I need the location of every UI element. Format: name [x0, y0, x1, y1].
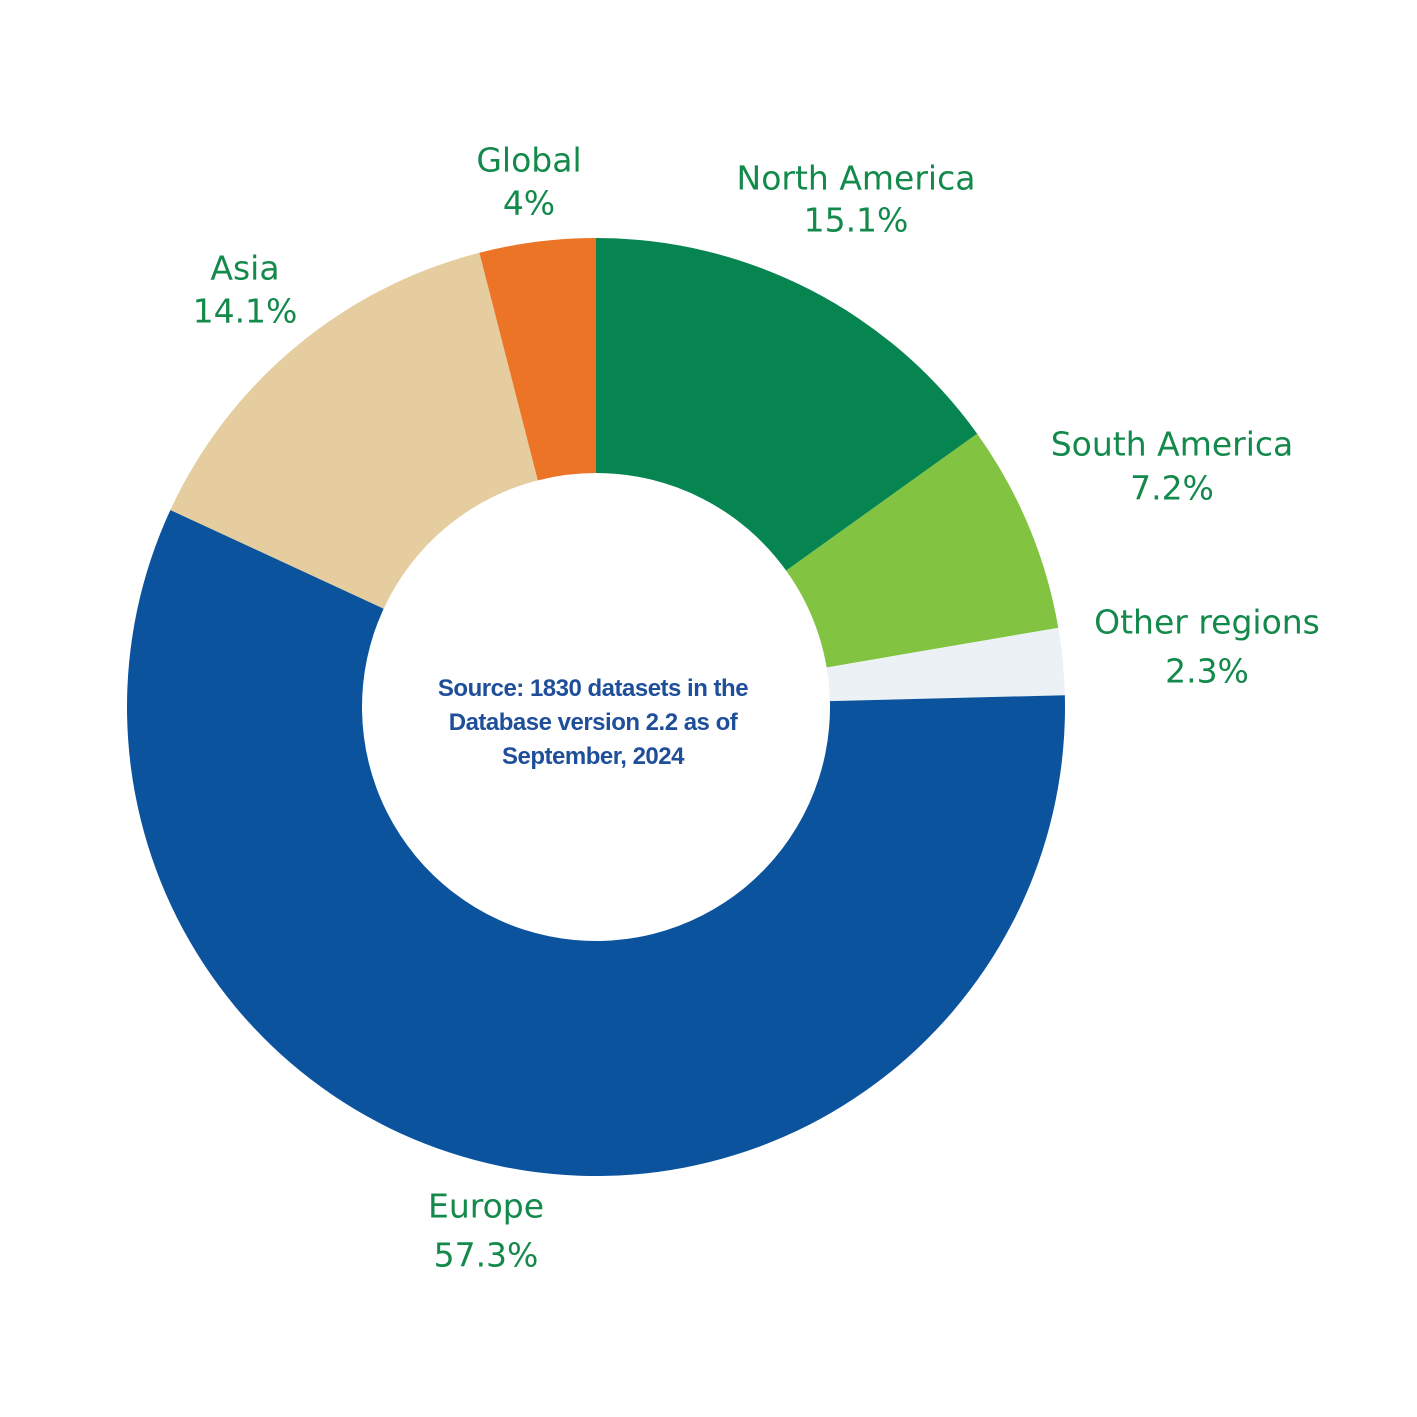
- slice-other-regions: [826, 627, 1065, 702]
- slice-north-america: [596, 238, 978, 571]
- slice-value-south-america: 7.2%: [1130, 469, 1214, 508]
- slice-europe: [127, 509, 1065, 1176]
- slice-value-asia: 14.1%: [193, 292, 298, 331]
- slice-asia: [170, 252, 538, 609]
- slice-label-europe: Europe: [428, 1187, 544, 1226]
- slice-value-north-america: 15.1%: [804, 201, 909, 240]
- slice-value-other-regions: 2.3%: [1165, 652, 1249, 691]
- slice-label-asia: Asia: [210, 249, 279, 288]
- slice-value-global: 4%: [503, 184, 555, 223]
- slice-south-america: [786, 433, 1059, 668]
- slice-label-south-america: South America: [1051, 425, 1294, 464]
- slice-label-global: Global: [476, 141, 581, 180]
- slice-label-other-regions: Other regions: [1094, 603, 1320, 642]
- slices-group: [127, 238, 1065, 1176]
- slice-value-europe: 57.3%: [434, 1236, 539, 1275]
- slice-global: [479, 238, 596, 481]
- center-source-note: Source: 1830 datasets in the Database ve…: [437, 675, 749, 770]
- slice-label-north-america: North America: [737, 159, 976, 198]
